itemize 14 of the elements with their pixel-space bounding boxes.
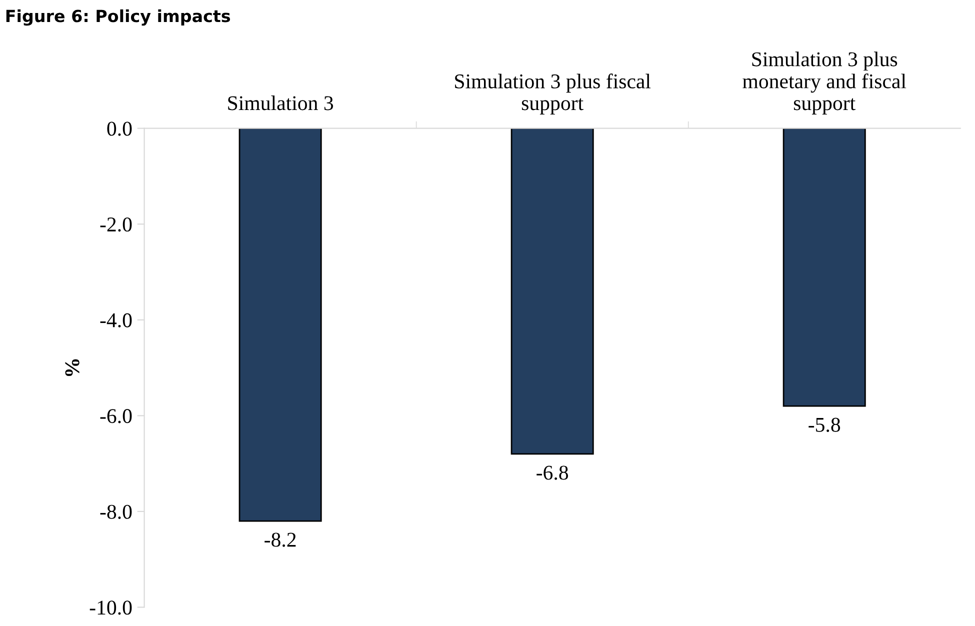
y-tick-label: -4.0 bbox=[100, 313, 132, 328]
data-label: -8.2 bbox=[264, 532, 296, 547]
y-tick-label: 0.0 bbox=[107, 122, 132, 136]
y-tick-label: -2.0 bbox=[100, 217, 132, 232]
y-tick-label: -10.0 bbox=[90, 600, 132, 615]
data-label: -6.8 bbox=[536, 466, 568, 480]
chart-title: Figure 6: Policy impacts bbox=[6, 9, 230, 26]
x-tick-label: Simulation 3 bbox=[228, 96, 334, 110]
data-label: -5.8 bbox=[808, 418, 840, 432]
y-tick-label: -6.0 bbox=[100, 409, 132, 424]
y-tick-label: -8.0 bbox=[100, 504, 132, 519]
y-axis-title: % bbox=[65, 359, 80, 376]
x-tick-label: Simulation 3 plus monetary and fiscal support bbox=[742, 52, 906, 114]
x-tick-label: Simulation 3 plus fiscal support bbox=[455, 74, 651, 114]
